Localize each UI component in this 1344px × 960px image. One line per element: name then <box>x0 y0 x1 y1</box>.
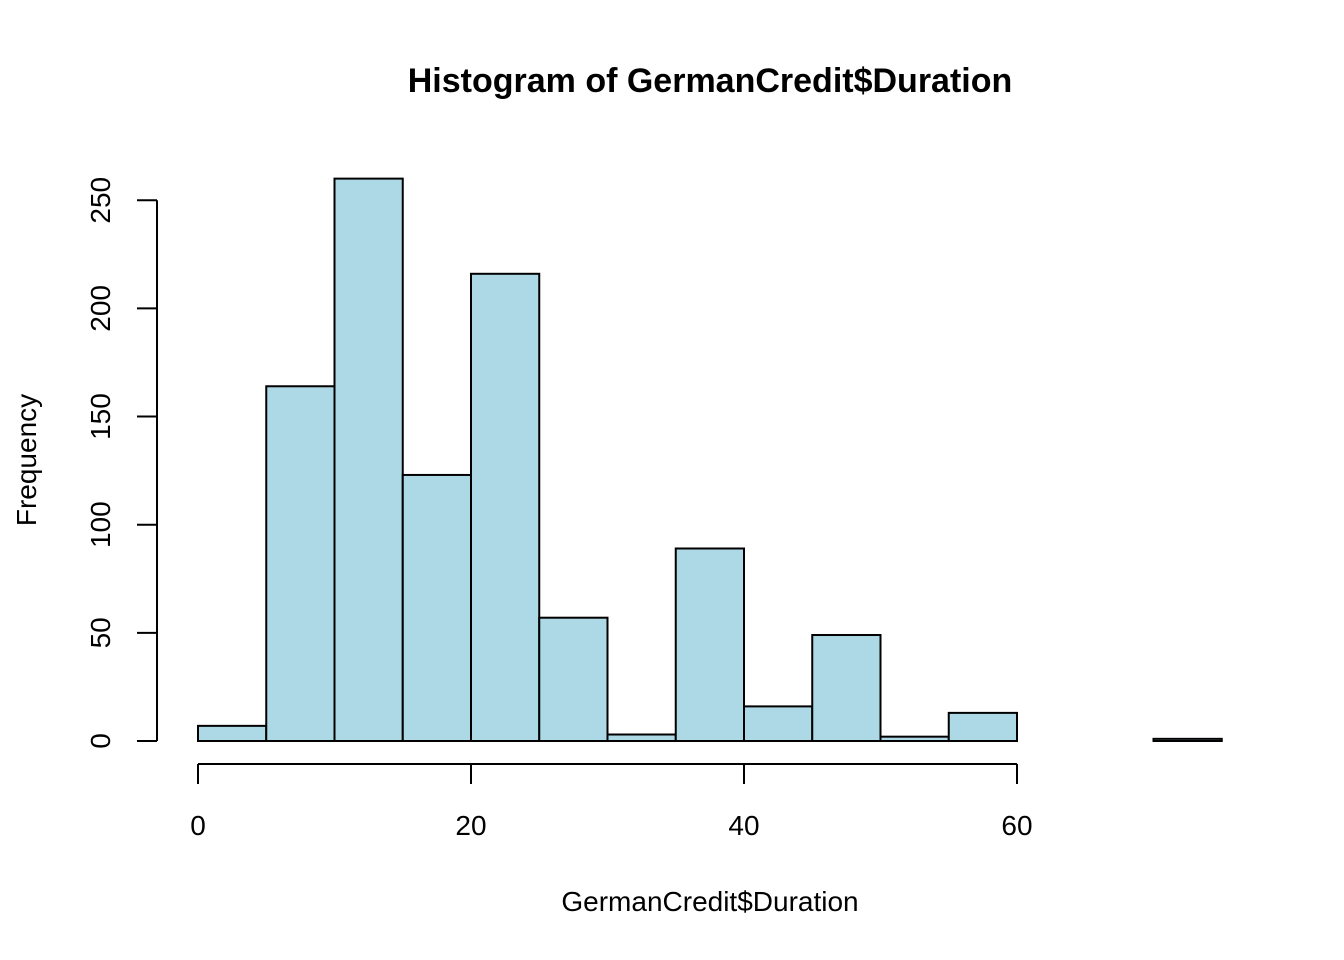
x-tick-label: 60 <box>1001 810 1032 841</box>
histogram-bar <box>197 724 268 743</box>
y-tick-label: 200 <box>85 285 116 332</box>
chart-title: Histogram of GermanCredit$Duration <box>408 62 1013 100</box>
x-axis: 0 20 40 60 <box>190 763 1033 841</box>
histogram-bar <box>265 385 336 742</box>
histogram-bar <box>401 473 472 742</box>
bars-group <box>197 177 1223 743</box>
y-axis-label: Frequency <box>11 394 42 526</box>
histogram-bar <box>470 272 541 742</box>
y-tick-label: 100 <box>85 501 116 548</box>
histogram-bar <box>1152 737 1223 742</box>
x-tick-label: 20 <box>455 810 486 841</box>
histogram-bar <box>811 634 882 742</box>
histogram-bar <box>606 733 677 742</box>
y-tick-label: 0 <box>85 733 116 749</box>
y-tick-label: 50 <box>85 617 116 648</box>
x-tick-label: 40 <box>728 810 759 841</box>
histogram-bar <box>879 735 950 743</box>
histogram-bar <box>538 616 609 742</box>
x-tick-label: 0 <box>190 810 206 841</box>
histogram-bar <box>674 547 745 742</box>
y-axis: 0 50 100 150 200 250 <box>85 177 158 749</box>
histogram-bar <box>947 711 1018 742</box>
histogram-bar <box>333 177 404 742</box>
x-axis-label: GermanCredit$Duration <box>561 886 858 917</box>
histogram-bar <box>743 705 814 743</box>
y-tick-label: 150 <box>85 393 116 440</box>
y-tick-label: 250 <box>85 177 116 224</box>
